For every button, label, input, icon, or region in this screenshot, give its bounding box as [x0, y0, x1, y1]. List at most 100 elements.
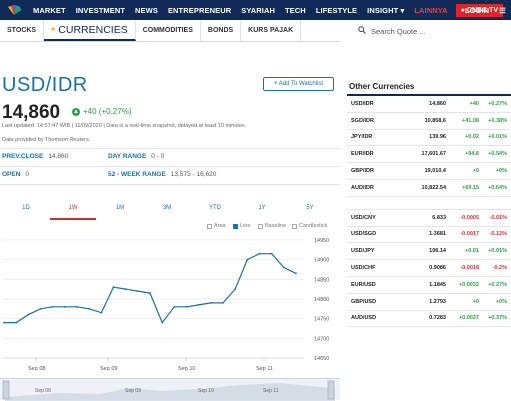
quote-search[interactable]: Search Quote ... [350, 20, 511, 42]
data-point [100, 312, 102, 314]
data-point [27, 314, 29, 316]
add-to-watchlist-button[interactable]: + Add To Watchlist [263, 77, 334, 91]
open-label: OPEN [2, 171, 20, 178]
range-1w[interactable]: 1W [58, 205, 88, 211]
range-5y[interactable]: 5Y [295, 205, 325, 211]
nav-insight[interactable]: INSIGHT ▾ [362, 6, 409, 15]
data-point [113, 286, 115, 288]
currency-row-usd-sgd[interactable]: USD/SGD 1.3681 -0.0017 -0.12% [347, 227, 511, 244]
currency-change-pct: -0.2% [479, 265, 509, 271]
currency-pair: EUR/IDR [347, 151, 403, 157]
currency-change-pct: +0% [479, 168, 509, 174]
currency-row-usd-chf[interactable]: USD/CHF 0.9086 -0.0018 -0.2% [347, 260, 511, 277]
currency-row-aud-usd[interactable]: AUD/USD 0.7283 +0.0027 +0.37% [347, 311, 511, 328]
y-tick-label: 14850 [314, 277, 329, 283]
currency-pair: EUR/USD [347, 282, 403, 288]
currency-change-pct: +0.54% [479, 151, 509, 157]
data-point [125, 288, 127, 290]
week-range-label: 52 - WEEK RANGE [108, 171, 166, 178]
nav-investment[interactable]: INVESTMENT [71, 6, 130, 15]
last-updated: Last updated: 14:57:47 WIB | 11/09/2020 … [2, 123, 246, 129]
nav-news[interactable]: NEWS [130, 6, 163, 15]
price-change-value: +40 (+0.27%) [83, 107, 131, 116]
week-range-value: 13,575 - 16,620 [171, 171, 217, 178]
data-point [64, 306, 66, 308]
currency-change: -0.0018 [446, 265, 479, 271]
data-point [137, 290, 139, 292]
range-1m[interactable]: 1M [105, 205, 135, 211]
currency-row-eur-idr[interactable]: EUR/IDR 17,601.67 +94.8 +0.54% [347, 146, 511, 163]
currency-pair: GBP/USD [347, 299, 403, 305]
currency-row-sgd-idr[interactable]: SGD/IDR 10,858.6 +41.08 +0.38% [347, 113, 511, 130]
nav-market[interactable]: MARKET [28, 6, 71, 15]
currency-pair: SGD/IDR [347, 118, 403, 124]
y-tick-label: 14650 [314, 356, 329, 362]
currency-price: 0.7283 [403, 315, 446, 321]
price-change: ▲ +40 (+0.27%) [72, 107, 131, 116]
currency-change: +0.0027 [446, 315, 479, 321]
x-tick-label: Sep 11 [256, 366, 273, 372]
currency-pair: AUD/USD [347, 315, 403, 321]
currency-row-usd-idr[interactable]: USD/IDR 14,860 +40 +0.27% [347, 96, 511, 113]
tab-kurs-pajak[interactable]: KURS PAJAK [241, 20, 301, 41]
currency-change: +0.01 [446, 248, 479, 254]
cnbc-peacock-logo[interactable] [0, 0, 28, 20]
currency-row-gbp-usd[interactable]: GBP/USD 1.2793 +0 +0% [347, 294, 511, 311]
currency-pair: USD/JPY [347, 248, 403, 254]
open-value: 0 [25, 171, 29, 178]
currency-change-pct: +0.37% [479, 315, 509, 321]
currency-change: +40 [446, 101, 479, 107]
currency-change-pct: +0% [479, 299, 509, 305]
tab-currencies[interactable]: ● CURRENCIES [44, 20, 136, 41]
divider [0, 148, 340, 149]
chart-navigator[interactable]: Sep 08 Sep 09 Sep 10 Sep 11 [0, 378, 340, 400]
currency-row-usd-cny[interactable]: USD/CNY 6.833 -0.0005 -0.01% [347, 210, 511, 227]
day-range-label: DAY RANGE [108, 153, 146, 160]
range-1d[interactable]: 1D [11, 205, 41, 211]
day-range-stat: DAY RANGE 0 - 0 [108, 153, 164, 160]
tab-bonds[interactable]: BONDS [201, 20, 241, 41]
nav-syariah[interactable]: SYARIAH [236, 6, 280, 15]
nav-entrepreneur[interactable]: ENTREPRENEUR [163, 6, 236, 15]
price-chart[interactable]: 14650 14700 14750 14800 14850 14900 14950 Sep 0… [0, 228, 340, 378]
currency-price: 10,858.6 [403, 118, 446, 124]
currency-row-jpy-idr[interactable]: JPY/IDR 139.96 +0.02 +0.01% [347, 130, 511, 147]
data-point [198, 304, 200, 306]
currency-change: +0 [446, 299, 479, 305]
nav-lifestyle[interactable]: LIFESTYLE [311, 6, 362, 15]
chevron-down-icon: ▾ [400, 6, 404, 15]
nav-tech[interactable]: TECH [280, 6, 311, 15]
currency-row-usd-jpy[interactable]: USD/JPY 106.14 +0.01 +0.01% [347, 243, 511, 260]
data-point [246, 259, 248, 261]
data-point [149, 292, 151, 294]
data-point [259, 253, 261, 255]
currency-change: +41.08 [446, 118, 479, 124]
navigator-label: Sep 10 [198, 388, 214, 394]
currency-row-eur-usd[interactable]: EUR/USD 1.1845 +0.0032 +0.27% [347, 277, 511, 294]
range-3m[interactable]: 3M [152, 205, 182, 211]
currency-price: 1.1845 [403, 282, 446, 288]
y-tick-label: 14750 [314, 317, 329, 323]
range-ytd[interactable]: YTD [200, 205, 230, 211]
search-input[interactable]: Search Quote ... [371, 27, 426, 36]
tab-commodities[interactable]: COMMODITIES [136, 20, 201, 41]
data-point [88, 308, 90, 310]
navigator-label: Sep 09 [125, 388, 141, 394]
currency-row-aud-idr[interactable]: AUD/IDR 10,822.54 +69.15 +0.64% [347, 180, 511, 197]
currency-row-gbp-idr[interactable]: GBP/IDR 19,010.4 +0 +0% [347, 163, 511, 180]
data-point [52, 306, 54, 308]
data-point [76, 306, 78, 308]
currency-change: -0.0017 [446, 231, 479, 237]
data-point [234, 288, 236, 290]
data-point [283, 267, 285, 269]
data-point [3, 322, 5, 324]
nav-insight-label: INSIGHT [367, 6, 398, 15]
login-button[interactable]: LOGIN [460, 6, 494, 15]
currency-price: 10,822.54 [403, 185, 446, 191]
currency-price: 1.2793 [403, 299, 446, 305]
nav-lainnya[interactable]: LAINNYA [409, 6, 452, 15]
menu-icon[interactable]: ☰ [494, 6, 511, 15]
range-1y[interactable]: 1Y [247, 205, 277, 211]
top-navbar: MARKET INVESTMENT NEWS ENTREPRENEUR SYAR… [0, 0, 511, 20]
tab-stocks[interactable]: STOCKS [0, 20, 44, 41]
